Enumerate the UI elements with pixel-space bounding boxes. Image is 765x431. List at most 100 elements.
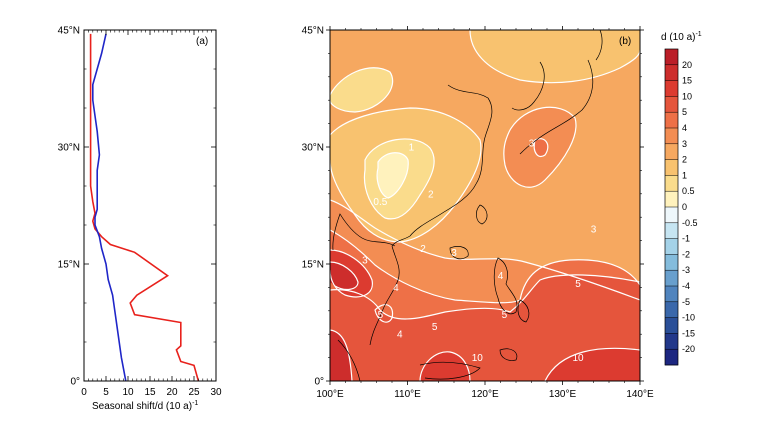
colorbar-swatch [665, 191, 678, 208]
colorbar-label: 2 [682, 155, 687, 165]
panel-a-xlabel: Seasonal shift/d (10 a)-1 [92, 400, 198, 412]
colorbar-label: -15 [682, 328, 695, 338]
colorbar-swatch [665, 112, 678, 129]
contour-label: 2 [428, 189, 434, 200]
colorbar-swatch [665, 175, 678, 192]
colorbar-swatch [665, 286, 678, 303]
contour-label: 4 [393, 283, 399, 294]
contour-line [330, 274, 640, 320]
colorbar-swatch [665, 207, 678, 224]
colorbar-label: 5 [682, 107, 687, 117]
hokkaido-coastline [595, 30, 603, 61]
contour-label: 3 [591, 224, 597, 235]
x-tick-label: 15 [144, 387, 156, 398]
contour-line [533, 138, 549, 158]
contour-line [330, 107, 482, 243]
field-band-10-15-west [330, 330, 352, 381]
map-y-tick-label: 0° [314, 377, 324, 388]
hainan-coastline [449, 246, 469, 260]
colorbar-label: -2 [682, 249, 690, 259]
contour-line [330, 67, 394, 113]
contour-label: 4 [498, 271, 504, 282]
taiwan-coastline [476, 204, 488, 225]
contour-line [469, 30, 640, 84]
panel-a-y-axis: 0° 15°N 30°N 45°N [58, 26, 216, 388]
line-panel-a: 0 5 10 15 20 25 30 0° 15°N 30°N 45°N (a) Seasonal… [58, 26, 222, 413]
map-y-tick-label: 30°N [302, 143, 324, 154]
y-tick-label: 15°N [58, 260, 80, 271]
contour-label: 5 [575, 279, 581, 290]
colorbar-swatch [665, 96, 678, 113]
colorbar-swatch [665, 317, 678, 334]
x-tick-label: 5 [103, 387, 109, 398]
sulawesi-coastline [499, 348, 518, 361]
contour-line [330, 249, 373, 298]
colorbar-title-text: d (10 a) [661, 32, 695, 43]
colorbar-swatch [665, 143, 678, 160]
colorbar-label: 0.5 [682, 186, 695, 196]
contour-line [330, 261, 359, 291]
contour-line [376, 152, 409, 199]
colorbar-labels: 20 15 10 5 4 3 2 1 0.5 0 -0.5 -1 -2 -3 -4 -5 -10 -15 -20 [665, 60, 698, 354]
shaded-field [330, 30, 640, 381]
colorbar-label: -10 [682, 313, 695, 323]
line-series-group [89, 33, 200, 381]
field-band-05-1-northwest [330, 67, 393, 112]
colorbar-swatch [665, 254, 678, 271]
malay-coastline [337, 339, 361, 381]
colorbar-swatch [665, 301, 678, 318]
contour-label: 0.5 [373, 197, 387, 208]
contour-label: 5 [432, 322, 438, 333]
colorbar-label: -1 [682, 234, 690, 244]
contour-line [544, 347, 640, 381]
colorbar-swatch [665, 333, 678, 350]
map-x-tick-label: 110°E [394, 389, 421, 400]
series-line-0 [89, 33, 200, 381]
china-coastline [391, 84, 493, 247]
borneo-coastline [419, 361, 481, 380]
contour-label: 2 [420, 244, 426, 255]
contour-line [363, 138, 435, 220]
panel-b-x-axis: 100°E 110°E 120°E 130°E 140°E [316, 26, 654, 400]
x-tick-label: 10 [122, 387, 134, 398]
coastlines [332, 30, 603, 381]
contour-label: 5 [502, 310, 508, 321]
contour-line [419, 351, 471, 381]
colorbar-swatch [665, 49, 678, 66]
map-y-tick-label: 45°N [302, 26, 324, 37]
philippines-coastline [493, 257, 518, 315]
field-band-5-10 [330, 274, 640, 381]
contour-line [503, 106, 577, 188]
field-band-10-south [420, 351, 470, 381]
panel-b-label: (b) [619, 36, 631, 47]
colorbar-swatch [665, 80, 678, 97]
map-x-tick-label: 120°E [471, 389, 499, 400]
colorbar-swatch [665, 159, 678, 176]
field-band-4-5-japan [534, 138, 548, 157]
panel-a-label: (a) [196, 36, 208, 47]
field-band-10-southeast [545, 348, 640, 381]
colorbar-title: d (10 a)-1 [661, 31, 702, 43]
y-tick-label: 30°N [58, 143, 80, 154]
contour-label: 4 [397, 330, 403, 341]
colorbar-swatch [665, 222, 678, 239]
contour-line [330, 199, 640, 301]
colorbar-swatch [665, 128, 678, 145]
contour-label: 3 [362, 256, 368, 267]
field-band-1-2-north [470, 30, 640, 83]
colorbar-label: 3 [682, 139, 687, 149]
colorbar-label: 1 [682, 170, 687, 180]
colorbar-swatch [665, 349, 678, 366]
map-panel-b: 1 0.5 2 2 3 3 3 4 5 5 4 5 3 4 10 10 5 100°E 110°E 120°E 130… [302, 26, 654, 401]
mindanao-coastline [517, 299, 530, 323]
colorbar-label: -3 [682, 265, 690, 275]
panel-a-xlabel-sup: -1 [192, 400, 198, 407]
colorbar-label: -0.5 [682, 218, 698, 228]
panel-a-frame [83, 29, 217, 382]
colorbar-label: -4 [682, 281, 690, 291]
japan-coastline [519, 59, 594, 155]
x-tick-label: 20 [166, 387, 178, 398]
colorbar-label: 4 [682, 123, 687, 133]
gulf-coastline [332, 213, 396, 251]
